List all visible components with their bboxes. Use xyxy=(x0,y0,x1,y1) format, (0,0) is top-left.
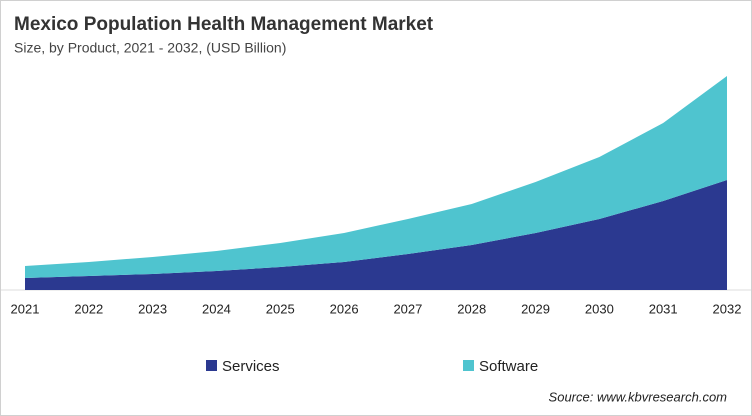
legend-swatch xyxy=(206,360,217,371)
area xyxy=(25,180,727,290)
source: Source: www.kbvresearch.com xyxy=(549,389,728,404)
legend-label: Software xyxy=(479,358,538,375)
x-tick-label: 2025 xyxy=(266,301,295,316)
chart-title: Mexico Population Health Management Mark… xyxy=(14,14,434,35)
x-tick-label: 2032 xyxy=(713,301,742,316)
x-tick-label: 2027 xyxy=(393,301,422,316)
x-tick-label: 2021 xyxy=(11,301,40,316)
chart-subtitle: Size, by Product, 2021 - 2032, (USD Bill… xyxy=(14,40,286,56)
x-tick-label: 2031 xyxy=(649,301,678,316)
x-tick-label: 2030 xyxy=(585,301,614,316)
x-tick-label: 2024 xyxy=(202,301,231,316)
x-tick-label: 2026 xyxy=(330,301,359,316)
area xyxy=(25,76,727,278)
x-tick-label: 2028 xyxy=(457,301,486,316)
x-tick-label: 2029 xyxy=(521,301,550,316)
legend-label: Services xyxy=(222,358,280,375)
legend-swatch xyxy=(463,360,474,371)
x-tick-label: 2023 xyxy=(138,301,167,316)
x-tick-label: 2022 xyxy=(74,301,103,316)
